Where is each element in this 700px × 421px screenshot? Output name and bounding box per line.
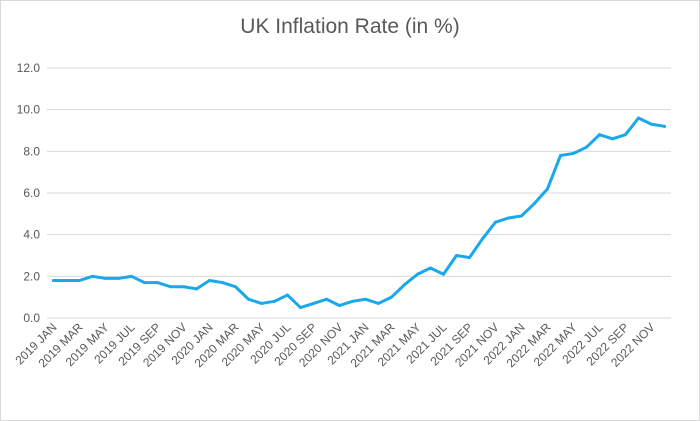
data-point (442, 272, 445, 276)
data-point (208, 279, 211, 282)
data-point (611, 137, 614, 141)
y-tick-label: 4.0 (23, 228, 40, 242)
data-point (325, 297, 328, 301)
data-point (65, 279, 68, 282)
data-point (299, 306, 302, 310)
data-point (195, 287, 198, 291)
data-point (403, 283, 406, 287)
data-point (169, 285, 172, 289)
data-point (390, 295, 393, 299)
data-point (494, 220, 497, 224)
y-tick-label: 8.0 (23, 144, 40, 158)
data-point (377, 301, 380, 305)
data-point (559, 154, 562, 157)
data-point (429, 266, 432, 270)
data-point (91, 274, 94, 278)
y-tick-label: 2.0 (23, 269, 40, 283)
data-point (351, 299, 354, 303)
y-tick-label: 6.0 (23, 186, 40, 200)
data-point (585, 145, 588, 149)
data-point (182, 285, 185, 289)
data-point (273, 299, 276, 303)
data-point (234, 285, 237, 289)
data-point (260, 301, 263, 305)
data-point (650, 122, 653, 126)
data-point (364, 297, 367, 301)
data-point (78, 279, 81, 282)
data-point (338, 304, 341, 307)
data-point (247, 297, 250, 301)
series-line (52, 116, 666, 310)
data-point (663, 124, 666, 128)
data-point (52, 279, 55, 282)
data-point (312, 301, 315, 305)
data-point (286, 293, 289, 297)
data-point (598, 133, 601, 137)
data-point (104, 276, 107, 280)
y-tick-label: 12.0 (17, 61, 41, 75)
data-point (416, 272, 419, 276)
gridlines (47, 67, 671, 319)
data-point (221, 281, 224, 285)
data-point (520, 214, 523, 218)
data-point (143, 281, 146, 285)
data-point (455, 254, 458, 257)
data-point (130, 274, 133, 278)
data-point (468, 256, 471, 260)
chart-title: UK Inflation Rate (in %) (240, 15, 460, 38)
data-point (572, 151, 575, 155)
series-layer (52, 116, 666, 310)
y-tick-label: 10.0 (17, 103, 41, 117)
data-point (546, 187, 549, 191)
y-axis: 0.0 2.0 4.0 6.0 8.0 10.0 12.0 (17, 61, 41, 325)
y-tick-label: 0.0 (23, 311, 40, 325)
data-point (481, 237, 484, 241)
data-point (533, 201, 536, 205)
data-point (637, 116, 640, 120)
data-point (156, 281, 159, 285)
data-point (624, 133, 627, 137)
data-point (117, 276, 120, 280)
data-point (507, 216, 510, 220)
